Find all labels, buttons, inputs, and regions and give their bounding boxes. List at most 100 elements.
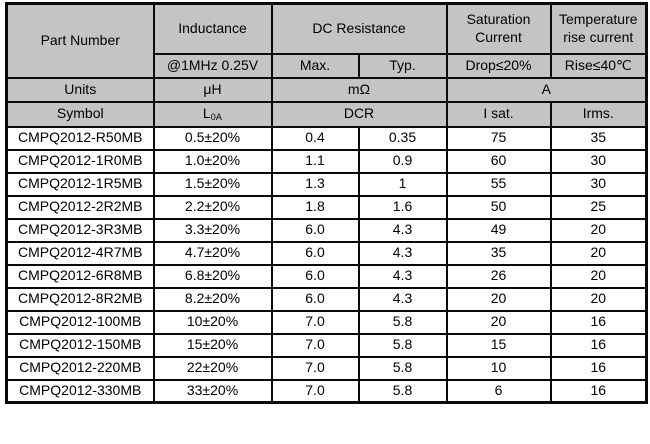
table-row: CMPQ2012-1R5MB 1.5±20% 1.3 1 55 30 <box>5 171 648 197</box>
table-row: CMPQ2012-150MB 15±20% 7.0 5.8 15 16 <box>5 332 648 358</box>
header-dc-resistance: DC Resistance <box>270 2 448 55</box>
cell-inductance: 22±20% <box>152 355 273 381</box>
symbol-row: Symbol L0A DCR I sat. Irms. <box>5 100 648 128</box>
cell-isat: 55 <box>445 171 552 197</box>
header-saturation-condition: Drop≤20% <box>445 52 552 79</box>
symbol-label: Symbol <box>5 100 155 128</box>
table-row: CMPQ2012-2R2MB 2.2±20% 1.8 1.6 50 25 <box>5 194 648 220</box>
table-row: CMPQ2012-8R2MB 8.2±20% 6.0 4.3 20 20 <box>5 286 648 312</box>
cell-isat: 60 <box>445 148 552 174</box>
cell-dcr-max: 6.0 <box>270 240 360 266</box>
header-row-1: Part Number Inductance DC Resistance Sat… <box>5 2 648 79</box>
cell-inductance: 3.3±20% <box>152 217 273 243</box>
table-row: CMPQ2012-220MB 22±20% 7.0 5.8 10 16 <box>5 355 648 381</box>
cell-part-number: CMPQ2012-6R8MB <box>5 263 155 289</box>
cell-inductance: 1.0±20% <box>152 148 273 174</box>
cell-inductance: 10±20% <box>152 309 273 335</box>
cell-dcr-max: 6.0 <box>270 263 360 289</box>
cell-dcr-typ: 5.8 <box>357 309 448 335</box>
table-row: CMPQ2012-R50MB 0.5±20% 0.4 0.35 75 35 <box>5 125 648 151</box>
symbol-temp-rise: Irms. <box>549 100 648 128</box>
cell-part-number: CMPQ2012-1R0MB <box>5 148 155 174</box>
cell-dcr-max: 7.0 <box>270 378 360 404</box>
cell-dcr-max: 7.0 <box>270 309 360 335</box>
symbol-resistance: DCR <box>270 100 448 128</box>
cell-isat: 50 <box>445 194 552 220</box>
table-row: CMPQ2012-100MB 10±20% 7.0 5.8 20 16 <box>5 309 648 335</box>
units-inductance: μH <box>152 76 273 103</box>
cell-irms: 20 <box>549 263 648 289</box>
cell-irms: 25 <box>549 194 648 220</box>
symbol-saturation: I sat. <box>445 100 552 128</box>
cell-isat: 26 <box>445 263 552 289</box>
header-saturation-current: Saturation Current <box>445 2 552 55</box>
cell-part-number: CMPQ2012-3R3MB <box>5 217 155 243</box>
cell-part-number: CMPQ2012-150MB <box>5 332 155 358</box>
cell-isat: 10 <box>445 355 552 381</box>
cell-part-number: CMPQ2012-8R2MB <box>5 286 155 312</box>
cell-isat: 75 <box>445 125 552 151</box>
cell-irms: 16 <box>549 378 648 404</box>
inductor-spec-table: Part Number Inductance DC Resistance Sat… <box>5 2 648 404</box>
cell-dcr-typ: 4.3 <box>357 240 448 266</box>
table-row: CMPQ2012-330MB 33±20% 7.0 5.8 6 16 <box>5 378 648 404</box>
cell-dcr-typ: 4.3 <box>357 217 448 243</box>
cell-dcr-typ: 1 <box>357 171 448 197</box>
cell-dcr-max: 1.3 <box>270 171 360 197</box>
cell-dcr-typ: 5.8 <box>357 355 448 381</box>
header-row-2: @1MHz 0.25V Max. Typ. Drop≤20% Rise≤40℃ <box>7 52 648 79</box>
header-dcr-max: Max. <box>270 52 360 79</box>
cell-part-number: CMPQ2012-2R2MB <box>5 194 155 220</box>
cell-irms: 16 <box>549 332 648 358</box>
cell-irms: 35 <box>549 125 648 151</box>
cell-dcr-max: 6.0 <box>270 286 360 312</box>
cell-dcr-max: 7.0 <box>270 332 360 358</box>
units-resistance: mΩ <box>270 76 448 103</box>
table-row: CMPQ2012-6R8MB 6.8±20% 6.0 4.3 26 20 <box>5 263 648 289</box>
cell-inductance: 0.5±20% <box>152 125 273 151</box>
cell-dcr-max: 1.1 <box>270 148 360 174</box>
cell-dcr-typ: 0.9 <box>357 148 448 174</box>
cell-irms: 16 <box>549 309 648 335</box>
units-row: Units μH mΩ A <box>5 76 648 103</box>
cell-dcr-typ: 5.8 <box>357 378 448 404</box>
cell-irms: 30 <box>549 171 648 197</box>
header-temp-rise-condition: Rise≤40℃ <box>549 52 648 79</box>
cell-irms: 20 <box>549 240 648 266</box>
symbol-inductance-base: L <box>202 104 211 121</box>
cell-isat: 35 <box>445 240 552 266</box>
cell-dcr-max: 6.0 <box>270 217 360 243</box>
cell-inductance: 1.5±20% <box>152 171 273 197</box>
cell-inductance: 4.7±20% <box>152 240 273 266</box>
cell-part-number: CMPQ2012-4R7MB <box>5 240 155 266</box>
cell-irms: 30 <box>549 148 648 174</box>
header-temp-rise-current: Temperature rise current <box>549 2 648 55</box>
cell-dcr-max: 0.4 <box>270 125 360 151</box>
cell-dcr-typ: 4.3 <box>357 263 448 289</box>
cell-isat: 15 <box>445 332 552 358</box>
header-dcr-typ: Typ. <box>357 52 448 79</box>
cell-dcr-max: 7.0 <box>270 355 360 381</box>
header-inductance: Inductance <box>152 2 273 55</box>
cell-part-number: CMPQ2012-R50MB <box>5 125 155 151</box>
cell-irms: 20 <box>549 286 648 312</box>
symbol-inductance-subscript: 0A <box>210 111 223 122</box>
cell-part-number: CMPQ2012-1R5MB <box>5 171 155 197</box>
cell-inductance: 2.2±20% <box>152 194 273 220</box>
cell-isat: 49 <box>445 217 552 243</box>
cell-part-number: CMPQ2012-330MB <box>5 378 155 404</box>
symbol-inductance: L0A <box>152 100 273 128</box>
cell-isat: 20 <box>445 309 552 335</box>
cell-dcr-typ: 5.8 <box>357 332 448 358</box>
cell-isat: 6 <box>445 378 552 404</box>
units-current: A <box>445 76 648 103</box>
units-label: Units <box>5 76 155 103</box>
cell-dcr-max: 1.8 <box>270 194 360 220</box>
cell-isat: 20 <box>445 286 552 312</box>
cell-inductance: 33±20% <box>152 378 273 404</box>
header-inductance-condition: @1MHz 0.25V <box>152 52 273 79</box>
cell-inductance: 8.2±20% <box>152 286 273 312</box>
cell-inductance: 15±20% <box>152 332 273 358</box>
cell-dcr-typ: 0.35 <box>357 125 448 151</box>
header-part-number: Part Number <box>5 2 155 79</box>
